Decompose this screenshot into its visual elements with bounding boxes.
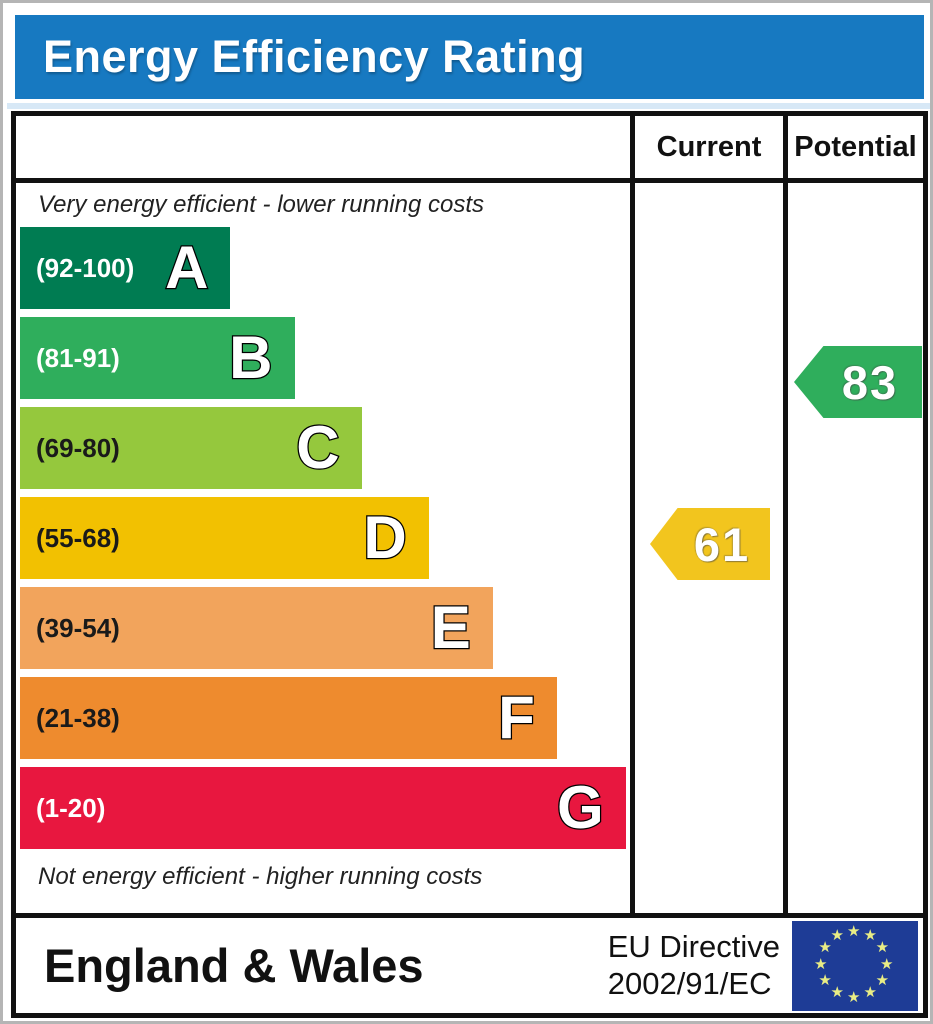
band-b-bar: (81-91) B xyxy=(20,317,295,399)
current-arrow: 61 xyxy=(650,508,770,580)
page-title: Energy Efficiency Rating xyxy=(43,31,586,82)
band-a-range: (92-100) xyxy=(36,252,135,283)
eu-directive-line1: EU Directive xyxy=(607,928,780,964)
band-f-range: (21-38) xyxy=(36,702,120,733)
band-a-letter: A xyxy=(164,234,210,301)
band-e-range: (39-54) xyxy=(36,612,120,643)
eu-star-icon: ★ xyxy=(818,939,832,956)
header-spacer-cell xyxy=(16,116,630,178)
table-footer-row: England & Wales EU Directive 2002/91/EC … xyxy=(16,913,923,1013)
band-row-d: (55-68) D xyxy=(20,497,630,587)
potential-column-header: Potential xyxy=(783,116,923,178)
region-label: England & Wales xyxy=(44,939,424,992)
current-score: 61 xyxy=(693,517,751,571)
band-row-c: (69-80) C xyxy=(20,407,630,497)
band-row-b: (81-91) B xyxy=(20,317,630,407)
table-header-row: Current Potential xyxy=(16,116,923,183)
band-c-letter: C xyxy=(295,414,341,481)
eu-star-icon: ★ xyxy=(847,922,861,940)
band-b-range: (81-91) xyxy=(36,342,120,373)
title-bar: Energy Efficiency Rating xyxy=(15,15,924,99)
band-e-bar: (39-54) E xyxy=(20,587,493,669)
top-note: Very energy efficient - lower running co… xyxy=(38,191,484,218)
band-f-bar: (21-38) F xyxy=(20,677,557,759)
band-b-letter: B xyxy=(228,324,274,391)
band-list: (92-100) A (81-91) B (69-80) C xyxy=(20,227,630,857)
band-row-g: (1-20) G xyxy=(20,767,630,857)
eu-star-icon: ★ xyxy=(875,972,890,989)
eu-star-icon: ★ xyxy=(863,926,877,944)
band-g-range: (1-20) xyxy=(36,792,106,823)
band-d-bar: (55-68) D xyxy=(20,497,429,579)
eu-star-icon: ★ xyxy=(875,939,890,956)
band-row-f: (21-38) F xyxy=(20,677,630,767)
band-c-range: (69-80) xyxy=(36,432,120,463)
eu-directive-label: EU Directive 2002/91/EC xyxy=(608,929,780,1002)
eu-flag-icon: ★ ★ ★ ★ ★ ★ ★ ★ ★ ★ ★ ★ xyxy=(792,920,918,1011)
band-row-a: (92-100) A xyxy=(20,227,630,317)
rating-table: Current Potential Very energy efficient … xyxy=(11,111,928,1018)
band-g-bar: (1-20) G xyxy=(20,767,626,849)
eu-star-icon: ★ xyxy=(818,972,832,989)
eu-directive-line2: 2002/91/EC xyxy=(607,965,772,1001)
eu-star-icon: ★ xyxy=(814,955,828,973)
eu-star-icon: ★ xyxy=(847,988,861,1006)
potential-column: 83 xyxy=(783,183,923,913)
band-row-e: (39-54) E xyxy=(20,587,630,677)
eu-star-icon: ★ xyxy=(830,926,844,944)
potential-arrow: 83 xyxy=(794,346,922,418)
bottom-note: Not energy efficient - higher running co… xyxy=(38,863,483,890)
title-divider-strip xyxy=(7,103,930,109)
table-body-row: Very energy efficient - lower running co… xyxy=(16,183,923,913)
current-column-header: Current xyxy=(630,116,783,178)
eu-star-icon: ★ xyxy=(863,984,877,1002)
band-f-letter: F xyxy=(497,684,536,751)
band-d-letter: D xyxy=(362,504,408,571)
potential-score: 83 xyxy=(841,355,899,409)
band-g-letter: G xyxy=(556,774,605,841)
band-d-range: (55-68) xyxy=(36,522,120,553)
current-column: 61 xyxy=(630,183,783,913)
band-c-bar: (69-80) C xyxy=(20,407,362,489)
band-e-letter: E xyxy=(429,594,472,661)
rating-bands-area: Very energy efficient - lower running co… xyxy=(16,183,630,913)
eu-star-icon: ★ xyxy=(830,984,844,1002)
band-a-bar: (92-100) A xyxy=(20,227,231,309)
eu-star-icon: ★ xyxy=(880,955,894,973)
